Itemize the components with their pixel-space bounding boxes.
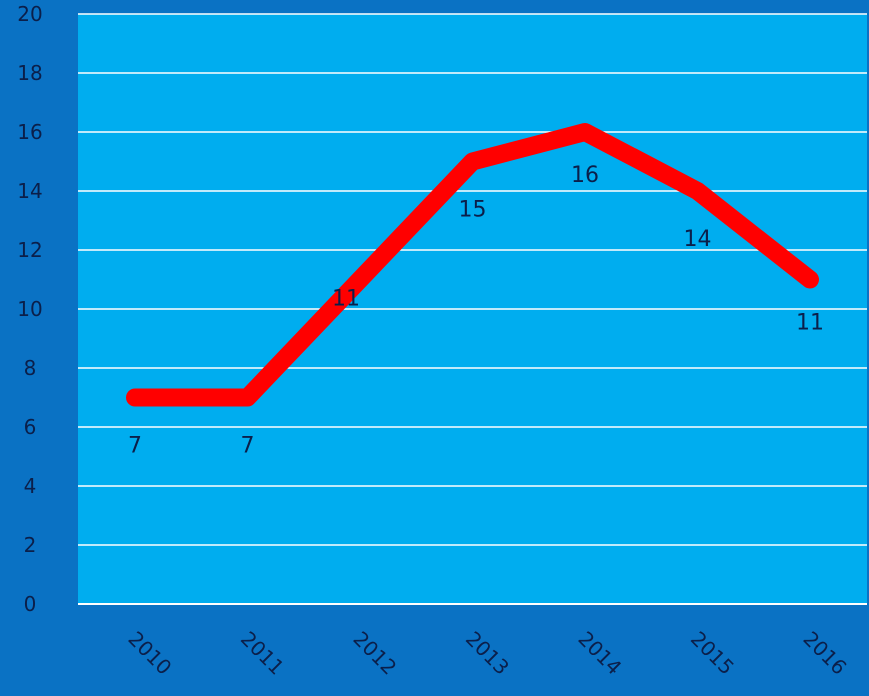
data-label: 7 — [128, 434, 142, 459]
y-axis: 0 2 4 6 8 10 12 14 16 18 20 — [17, 2, 42, 616]
data-label: 14 — [684, 227, 712, 252]
y-tick-label: 12 — [17, 238, 42, 262]
y-tick-label: 10 — [17, 297, 42, 321]
y-tick-label: 4 — [24, 474, 37, 498]
data-labels: 7 7 11 15 16 14 11 — [128, 163, 824, 459]
y-tick-label: 2 — [24, 533, 37, 557]
data-label: 15 — [459, 198, 487, 223]
y-tick-label: 20 — [17, 2, 42, 26]
y-tick-label: 0 — [24, 592, 37, 616]
data-label: 11 — [796, 311, 824, 336]
y-tick-label: 6 — [24, 415, 37, 439]
y-tick-label: 14 — [17, 179, 42, 203]
series-line — [126, 123, 819, 407]
y-tick-label: 18 — [17, 61, 42, 85]
data-label: 11 — [332, 287, 360, 312]
data-label: 16 — [571, 163, 599, 188]
y-tick-label: 8 — [24, 356, 37, 380]
y-tick-label: 16 — [17, 120, 42, 144]
data-label: 7 — [241, 434, 255, 459]
gridlines — [78, 13, 867, 605]
